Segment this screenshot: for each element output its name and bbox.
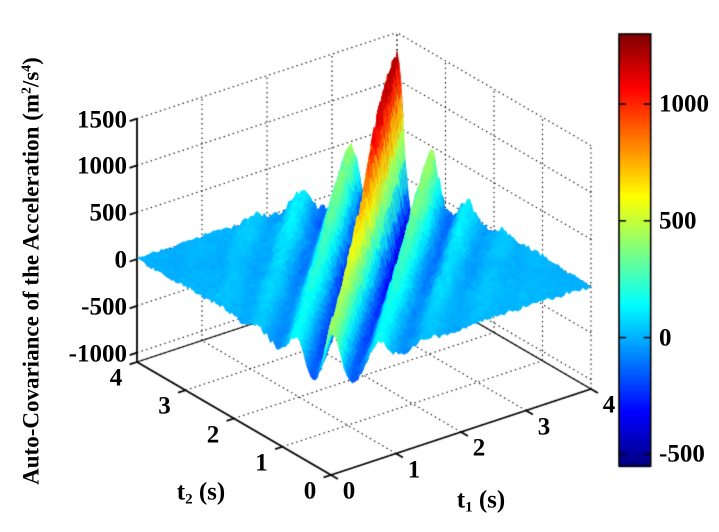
z-title-text: Auto-Covariance of the Acceleration (m [18, 93, 44, 485]
colorbar-tick-label: -500 [659, 440, 705, 468]
x-axis-title: t1 (s) [456, 486, 506, 516]
x-tick-label: 0 [342, 477, 356, 505]
y-tick-label: 2 [206, 421, 220, 448]
x-title-base: t [456, 486, 466, 514]
x-tick-label: 4 [602, 391, 616, 419]
z-title-mid: /s [18, 71, 44, 88]
y-title-base: t [176, 478, 186, 506]
z-title-superscript-2: 2 [18, 87, 34, 94]
z-title-close: ) [18, 57, 44, 65]
x-tick-label: 2 [472, 434, 486, 462]
y-title-subscript: 2 [185, 491, 193, 508]
z-tick-label: 500 [89, 199, 128, 227]
z-title-superscript-4: 4 [18, 64, 34, 72]
colorbar-tick-label: 1000 [659, 90, 709, 118]
x-tick-label: 3 [537, 413, 551, 440]
colorbar-tick-label: 500 [659, 207, 697, 235]
x-title-unit: (s) [472, 486, 506, 514]
y-tick-label: 0 [303, 477, 317, 505]
z-tick-label: 1000 [77, 152, 127, 180]
y-title-unit: (s) [192, 478, 226, 506]
x-tick-label: 1 [407, 456, 421, 483]
z-tick-label: -1000 [68, 340, 127, 368]
y-tick-label: 1 [255, 449, 268, 477]
z-tick-label: -500 [81, 293, 127, 321]
y-tick-label: 3 [158, 392, 171, 420]
x-title-subscript: 1 [465, 499, 473, 516]
z-tick-label: 0 [114, 246, 128, 274]
z-axis-title: Auto-Covariance of the Acceleration (m2/… [18, 57, 44, 485]
z-tick-label: 1500 [77, 106, 127, 134]
y-tick-label: 4 [109, 364, 123, 392]
colorbar-tick-label: 0 [659, 324, 672, 352]
y-axis-title: t2 (s) [176, 478, 226, 508]
